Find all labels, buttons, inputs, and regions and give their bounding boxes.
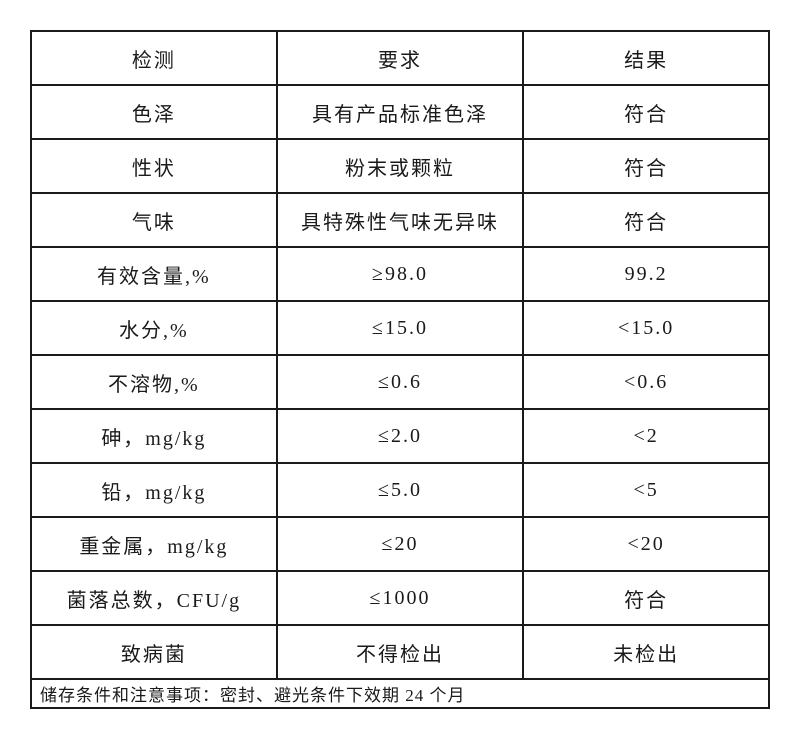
requirement-cell: 不得检出 bbox=[275, 624, 525, 680]
table-row: 铅，mg/kg ≤5.0 <5 bbox=[30, 462, 770, 518]
requirement-cell: ≤2.0 bbox=[275, 408, 525, 464]
test-name-cell: 铅，mg/kg bbox=[30, 462, 278, 518]
result-cell: 符合 bbox=[522, 192, 770, 248]
requirement-cell: ≥98.0 bbox=[275, 246, 525, 302]
footer-note: 储存条件和注意事项：密封、避光条件下效期 24 个月 bbox=[30, 678, 770, 709]
requirement-cell: ≤15.0 bbox=[275, 300, 525, 356]
table-row: 色泽 具有产品标准色泽 符合 bbox=[30, 84, 770, 140]
header-requirement: 要求 bbox=[275, 30, 525, 86]
test-name-cell: 不溶物,% bbox=[30, 354, 278, 410]
result-cell: 未检出 bbox=[522, 624, 770, 680]
test-name-cell: 致病菌 bbox=[30, 624, 278, 680]
result-cell: <20 bbox=[522, 516, 770, 572]
table-row: 砷，mg/kg ≤2.0 <2 bbox=[30, 408, 770, 464]
table-header-row: 检测 要求 结果 bbox=[30, 30, 770, 86]
requirement-cell: 具有产品标准色泽 bbox=[275, 84, 525, 140]
table-row: 水分,% ≤15.0 <15.0 bbox=[30, 300, 770, 356]
table-footer-row: 储存条件和注意事项：密封、避光条件下效期 24 个月 bbox=[30, 678, 770, 709]
table-row: 性状 粉末或颗粒 符合 bbox=[30, 138, 770, 194]
requirement-cell: ≤0.6 bbox=[275, 354, 525, 410]
result-cell: 99.2 bbox=[522, 246, 770, 302]
requirement-cell: ≤5.0 bbox=[275, 462, 525, 518]
result-cell: <0.6 bbox=[522, 354, 770, 410]
test-name-cell: 菌落总数，CFU/g bbox=[30, 570, 278, 626]
result-cell: 符合 bbox=[522, 84, 770, 140]
test-name-cell: 水分,% bbox=[30, 300, 278, 356]
table-row: 菌落总数，CFU/g ≤1000 符合 bbox=[30, 570, 770, 626]
test-name-cell: 色泽 bbox=[30, 84, 278, 140]
result-cell: <2 bbox=[522, 408, 770, 464]
requirement-cell: ≤1000 bbox=[275, 570, 525, 626]
result-cell: <15.0 bbox=[522, 300, 770, 356]
requirement-cell: ≤20 bbox=[275, 516, 525, 572]
requirement-cell: 具特殊性气味无异味 bbox=[275, 192, 525, 248]
requirement-cell: 粉末或颗粒 bbox=[275, 138, 525, 194]
table-row: 气味 具特殊性气味无异味 符合 bbox=[30, 192, 770, 248]
test-name-cell: 砷，mg/kg bbox=[30, 408, 278, 464]
test-name-cell: 重金属，mg/kg bbox=[30, 516, 278, 572]
result-cell: <5 bbox=[522, 462, 770, 518]
table-row: 重金属，mg/kg ≤20 <20 bbox=[30, 516, 770, 572]
table-row: 有效含量,% ≥98.0 99.2 bbox=[30, 246, 770, 302]
result-cell: 符合 bbox=[522, 570, 770, 626]
inspection-table: 检测 要求 结果 色泽 具有产品标准色泽 符合 性状 粉末或颗粒 符合 气味 具… bbox=[30, 30, 770, 709]
test-name-cell: 性状 bbox=[30, 138, 278, 194]
test-name-cell: 气味 bbox=[30, 192, 278, 248]
table-row: 不溶物,% ≤0.6 <0.6 bbox=[30, 354, 770, 410]
test-name-cell: 有效含量,% bbox=[30, 246, 278, 302]
header-test: 检测 bbox=[30, 30, 278, 86]
table-row: 致病菌 不得检出 未检出 bbox=[30, 624, 770, 680]
header-result: 结果 bbox=[522, 30, 770, 86]
result-cell: 符合 bbox=[522, 138, 770, 194]
